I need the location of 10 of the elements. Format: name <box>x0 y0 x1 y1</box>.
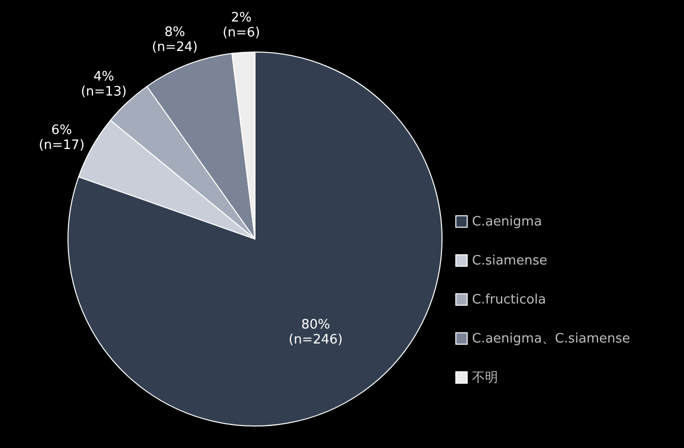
data-label: 80% (n=246) <box>288 318 343 348</box>
legend-label: C.aenigma <box>472 214 542 230</box>
data-label: 2% (n=6) <box>222 10 260 40</box>
data-label: 4% (n=13) <box>80 69 127 100</box>
legend-label: 不明 <box>472 370 498 386</box>
legend-label: C.siamense <box>472 254 548 268</box>
data-label: 6% (n=17) <box>38 122 85 153</box>
data-label: 8% (n=24) <box>152 24 198 55</box>
legend-label: C.aenigma、C.siamense <box>472 332 630 346</box>
legend-label: C.fructicola <box>472 292 546 308</box>
